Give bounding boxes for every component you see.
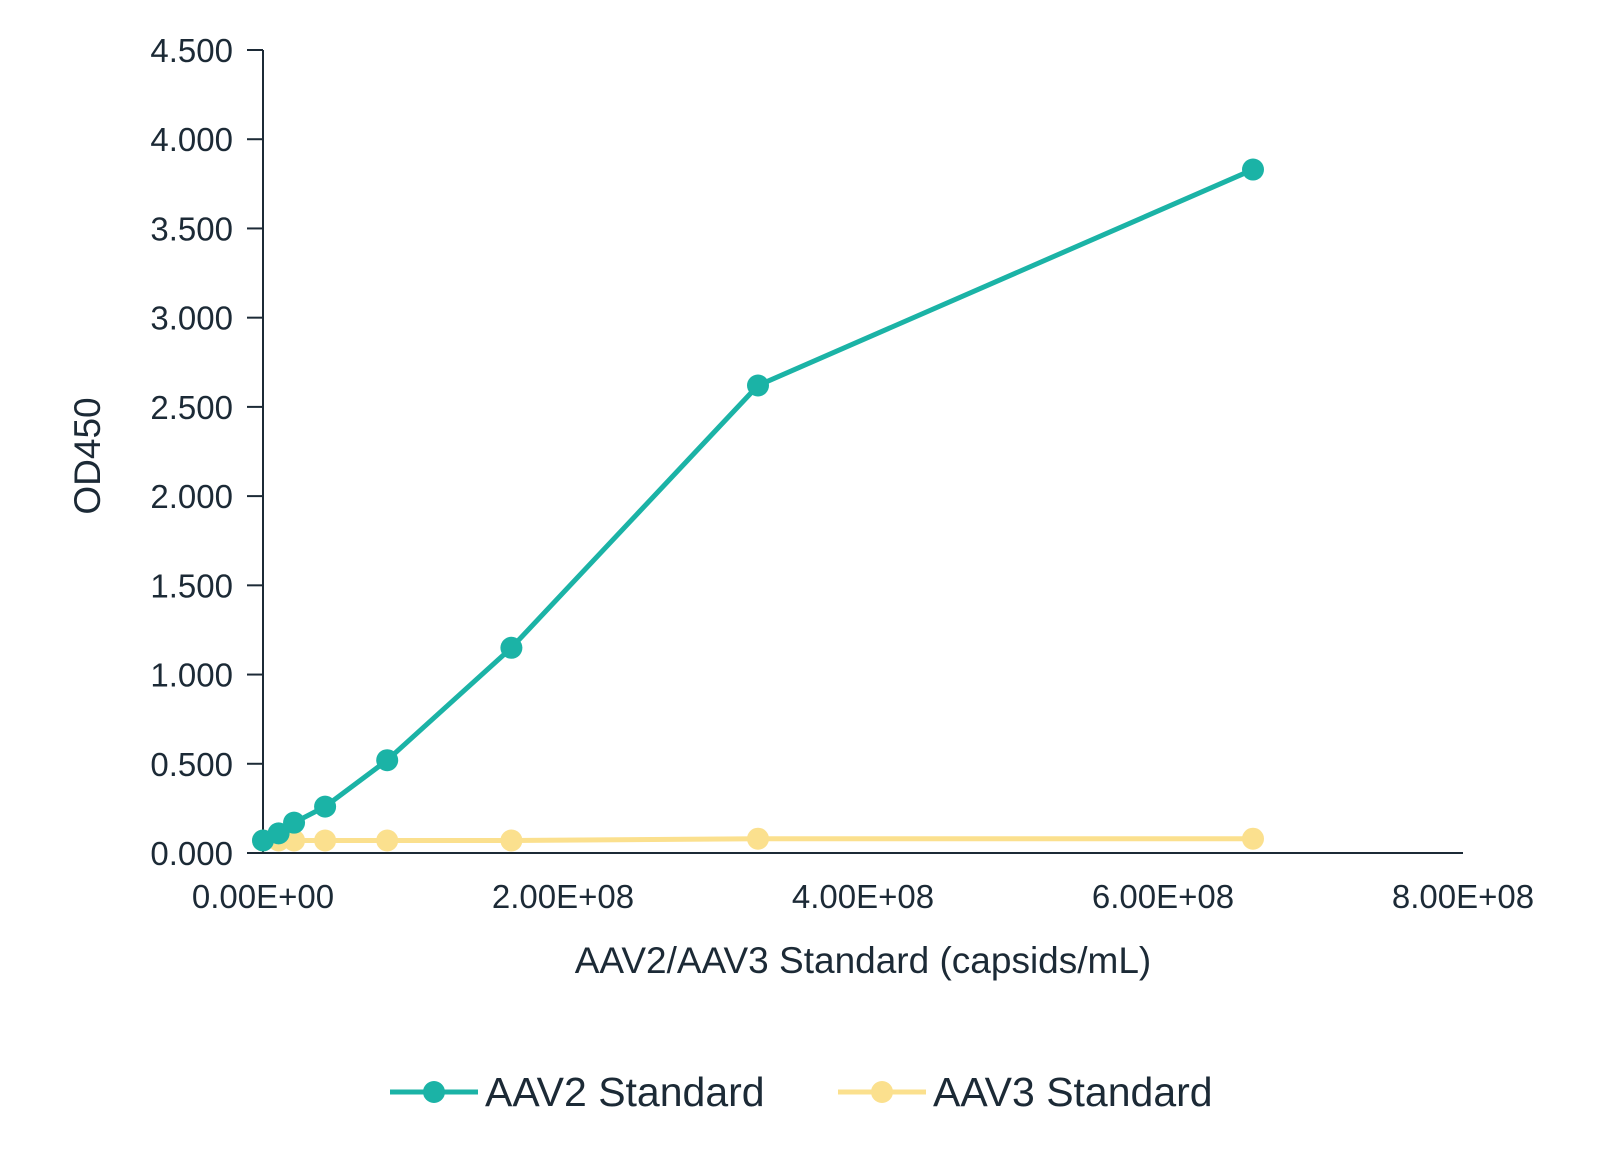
x-axis-ticks: 0.00E+00 2.00E+08 4.00E+08 6.00E+08 8.00E+08: [192, 878, 1534, 915]
x-tick-label: 2.00E+08: [492, 878, 634, 915]
series-aav3-standard: [252, 827, 1264, 852]
data-point-aav3-standard: [376, 829, 399, 852]
legend-item-aav2-standard: AAV2 Standard: [390, 1069, 765, 1115]
y-axis-ticks: 0.000 0.500 1.000 1.500 2.000 2.500 3.000 3.500…: [150, 32, 263, 872]
y-tick-label: 0.500: [150, 746, 233, 783]
x-tick-label: 4.00E+08: [792, 878, 934, 915]
data-point-aav2-standard: [1242, 158, 1264, 181]
legend: AAV2 Standard AAV3 Standard: [390, 1069, 1213, 1115]
y-tick-label: 2.500: [150, 389, 233, 426]
x-tick-label: 6.00E+08: [1092, 878, 1234, 915]
legend-label: AAV3 Standard: [933, 1069, 1213, 1115]
data-point-aav2-standard: [283, 811, 306, 834]
y-tick-label: 3.000: [150, 300, 233, 337]
data-point-aav3-standard: [1242, 827, 1264, 850]
legend-swatch-marker: [423, 1081, 445, 1103]
y-tick-label: 3.500: [150, 210, 233, 247]
y-tick-label: 2.000: [150, 478, 233, 515]
x-tick-label: 8.00E+08: [1392, 878, 1534, 915]
data-point-aav2-standard: [500, 636, 523, 659]
y-axis-title: OD450: [67, 397, 108, 514]
data-point-aav2-standard: [376, 749, 399, 772]
x-axis-title: AAV2/AAV3 Standard (capsids/mL): [575, 940, 1152, 981]
y-tick-label: 4.500: [150, 32, 233, 69]
data-point-aav2-standard: [314, 795, 337, 818]
legend-swatch-marker: [871, 1081, 893, 1103]
series-aav2-standard: [252, 158, 1264, 852]
data-point-aav3-standard: [314, 829, 337, 852]
y-tick-label: 1.500: [150, 567, 233, 604]
series-layer: [252, 158, 1264, 852]
legend-item-aav3-standard: AAV3 Standard: [838, 1069, 1213, 1115]
y-tick-label: 1.000: [150, 657, 233, 694]
x-tick-label: 0.00E+00: [192, 878, 334, 915]
data-point-aav3-standard: [500, 829, 523, 852]
y-tick-label: 4.000: [150, 121, 233, 158]
y-tick-label: 0.000: [150, 835, 233, 872]
data-point-aav2-standard: [267, 822, 290, 845]
legend-label: AAV2 Standard: [485, 1069, 765, 1115]
data-point-aav2-standard: [747, 374, 769, 397]
data-point-aav3-standard: [747, 827, 769, 850]
series-line-aav2-standard: [260, 167, 1256, 844]
axes: [262, 50, 1463, 854]
